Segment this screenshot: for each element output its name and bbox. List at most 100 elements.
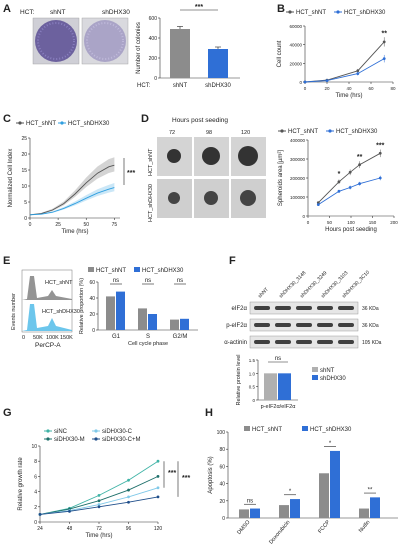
- legend-label: shNT: [320, 368, 335, 374]
- x-tick-label: 200: [390, 220, 398, 225]
- legend-label: shDHX30: [320, 376, 346, 382]
- y-tick-label: 0: [252, 398, 255, 403]
- x-tick-label: 0: [307, 220, 310, 225]
- y-tick-label: 20: [89, 312, 95, 318]
- y-tick-label: 10: [31, 444, 37, 450]
- y-tick-label: 400: [149, 36, 158, 42]
- data-point: [156, 475, 160, 478]
- data-point: [325, 79, 329, 82]
- legend-marker: [46, 437, 50, 441]
- legend-label: HCT_shNT: [288, 129, 318, 135]
- x-category-label: G2/M: [173, 334, 188, 340]
- blot-band: [254, 306, 270, 310]
- data-point: [337, 189, 341, 193]
- blot-band: [254, 340, 270, 344]
- y-tick-label: 80: [219, 447, 225, 453]
- blot-band: [254, 323, 270, 327]
- x-tick-label: 60: [368, 86, 374, 91]
- x-axis-title: Hours post seeding: [325, 227, 377, 233]
- x-axis-title: Cell cycle phase: [128, 341, 168, 347]
- plate-label-shdhx30: shDHX30: [102, 9, 130, 16]
- series-line: [318, 177, 381, 205]
- data-point: [316, 203, 320, 207]
- blot-band: [317, 340, 333, 344]
- data-point: [97, 499, 101, 503]
- y-tick-label: 40: [89, 296, 95, 302]
- panel-letter-g: G: [3, 407, 12, 419]
- data-point: [156, 486, 160, 490]
- blot-label: eIF2α: [232, 306, 248, 312]
- legend-label: HCT_shDHX30: [336, 129, 378, 135]
- spheroid-3: [238, 146, 258, 166]
- hist-tick-100k: 100K: [46, 335, 59, 341]
- legend-swatch: [312, 375, 318, 380]
- series-line: [304, 41, 385, 83]
- data-point: [337, 180, 341, 184]
- sig-label: ns: [113, 278, 119, 284]
- data-point: [127, 495, 130, 499]
- x-tick-label: 0: [304, 86, 307, 91]
- legend-marker: [94, 437, 98, 441]
- bar-HCT_shDHX30-S: [148, 314, 157, 330]
- hours-title: Hours post seeding: [172, 117, 228, 124]
- sig-label: ***: [182, 475, 190, 482]
- data-point: [356, 69, 360, 73]
- data-point: [156, 459, 160, 463]
- x-tick-label: 40: [346, 86, 352, 91]
- panel-letter-a: A: [3, 3, 11, 15]
- bar-shNT: [264, 373, 277, 400]
- sig-label: *: [338, 171, 341, 178]
- y-tick-label: 60000: [289, 24, 302, 29]
- y-tick-label: 600: [149, 16, 158, 22]
- bar-HCT_shNT-Nutlin: [359, 508, 369, 518]
- chart-c: HCT_shNT HCT_shDHX30 0 5 10 15 20 25 Normalized …: [8, 121, 135, 235]
- y-tick-label: 200000: [290, 176, 306, 181]
- bar-HCT_shDHX30-FCCP: [330, 450, 340, 518]
- y-axis-title: Relative proportion (%): [79, 278, 85, 334]
- bar-HCT_shNT-DMSO: [239, 509, 249, 518]
- bar-HCT_shDHX30-G2/M: [180, 318, 189, 330]
- sig-label: ns: [177, 278, 183, 284]
- y-tick-label: 20: [21, 152, 27, 158]
- legend-marker: [94, 429, 98, 433]
- spheroid-6: [240, 190, 256, 206]
- panel-letter-f: F: [229, 255, 236, 267]
- y-tick-label: 300000: [290, 157, 306, 162]
- kda-label: 36 KDa: [362, 306, 379, 312]
- panel-letter-h: H: [205, 407, 213, 419]
- blot-band: [317, 306, 333, 310]
- spheroid-5: [204, 191, 218, 205]
- x-tick-label: 96: [126, 526, 132, 532]
- x-category-label: shDHX30: [205, 83, 231, 89]
- data-point: [382, 40, 386, 44]
- hist-shdhx30: [22, 304, 72, 331]
- hist-tick-50k: 50K: [33, 335, 43, 341]
- y-tick-label: 100: [217, 430, 226, 436]
- x-category-label: S: [146, 334, 150, 340]
- y-axis-title: Normalized Cell Index: [8, 149, 14, 208]
- legend-swatch: [88, 267, 94, 272]
- x-tick-label: 0: [29, 222, 32, 228]
- bar-shDHX30: [278, 373, 291, 400]
- y-tick-label: 15: [21, 168, 27, 174]
- chart-a: 0 200 400 600 Number of colonies shNT shDHX30 H…: [136, 4, 240, 89]
- y-tick-label: 8: [34, 459, 37, 465]
- row-label-shdhx30: HCT_shDHX30: [148, 184, 154, 222]
- x-category-label: FCCP: [317, 519, 331, 535]
- data-point: [97, 505, 101, 509]
- data-point: [156, 495, 160, 499]
- y-tick-label: 20000: [289, 61, 302, 66]
- chart-d: HCT_shNT HCT_shDHX30 0 100000 200000 300000 40…: [278, 129, 398, 233]
- sig-label: ***: [376, 143, 384, 150]
- x-tick-label: 72: [96, 526, 102, 532]
- data-point: [348, 170, 352, 174]
- spheroid-2: [202, 147, 220, 165]
- y-tick-label: 1.5: [249, 358, 256, 363]
- bar-HCT_shNT-FCCP: [319, 473, 329, 518]
- series-band: [30, 157, 115, 216]
- blot-band: [338, 323, 354, 327]
- legend-marker: [46, 429, 50, 433]
- bar-HCT_shDHX30-DMSO: [250, 508, 260, 518]
- x-category-label: p-eIF2α/eIF2α: [261, 404, 297, 410]
